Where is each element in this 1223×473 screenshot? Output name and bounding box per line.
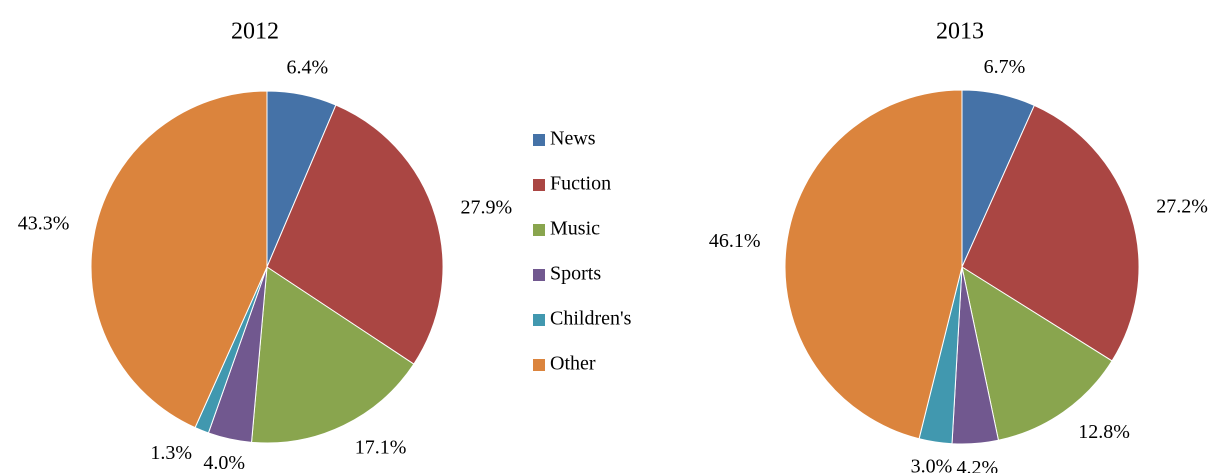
legend-swatch [533,134,545,146]
data-label: 46.1% [709,230,761,252]
data-label: 27.2% [1156,196,1208,218]
legend-label: Other [550,353,596,375]
data-label: 3.0% [911,455,953,473]
data-label: 4.0% [203,452,245,473]
legend-swatch [533,224,545,236]
legend-label: Children's [550,308,632,330]
legend-label: Music [550,218,600,240]
legend-label: Sports [550,263,601,285]
data-label: 1.3% [150,442,192,464]
data-label: 4.2% [956,457,998,473]
pie-slice [784,89,963,440]
legend-swatch [533,359,545,371]
legend-swatch [533,314,545,326]
data-label: 17.1% [355,437,407,459]
legend-swatch [533,269,545,281]
pie-slice [266,104,444,365]
data-label: 43.3% [18,212,70,234]
chart-title: 2012 [231,19,279,45]
pie-slice [961,265,1113,441]
data-label: 12.8% [1078,421,1130,443]
legend-label: News [550,128,596,150]
pie-slice [250,266,415,444]
legend-swatch [533,179,545,191]
data-label: 6.7% [984,56,1026,78]
pie-slice [90,90,268,429]
data-label: 6.4% [287,57,329,79]
legend-label: Fuction [550,173,611,195]
pie-slice [961,104,1140,362]
chart-title: 2013 [936,19,984,45]
data-label: 27.9% [460,196,512,218]
